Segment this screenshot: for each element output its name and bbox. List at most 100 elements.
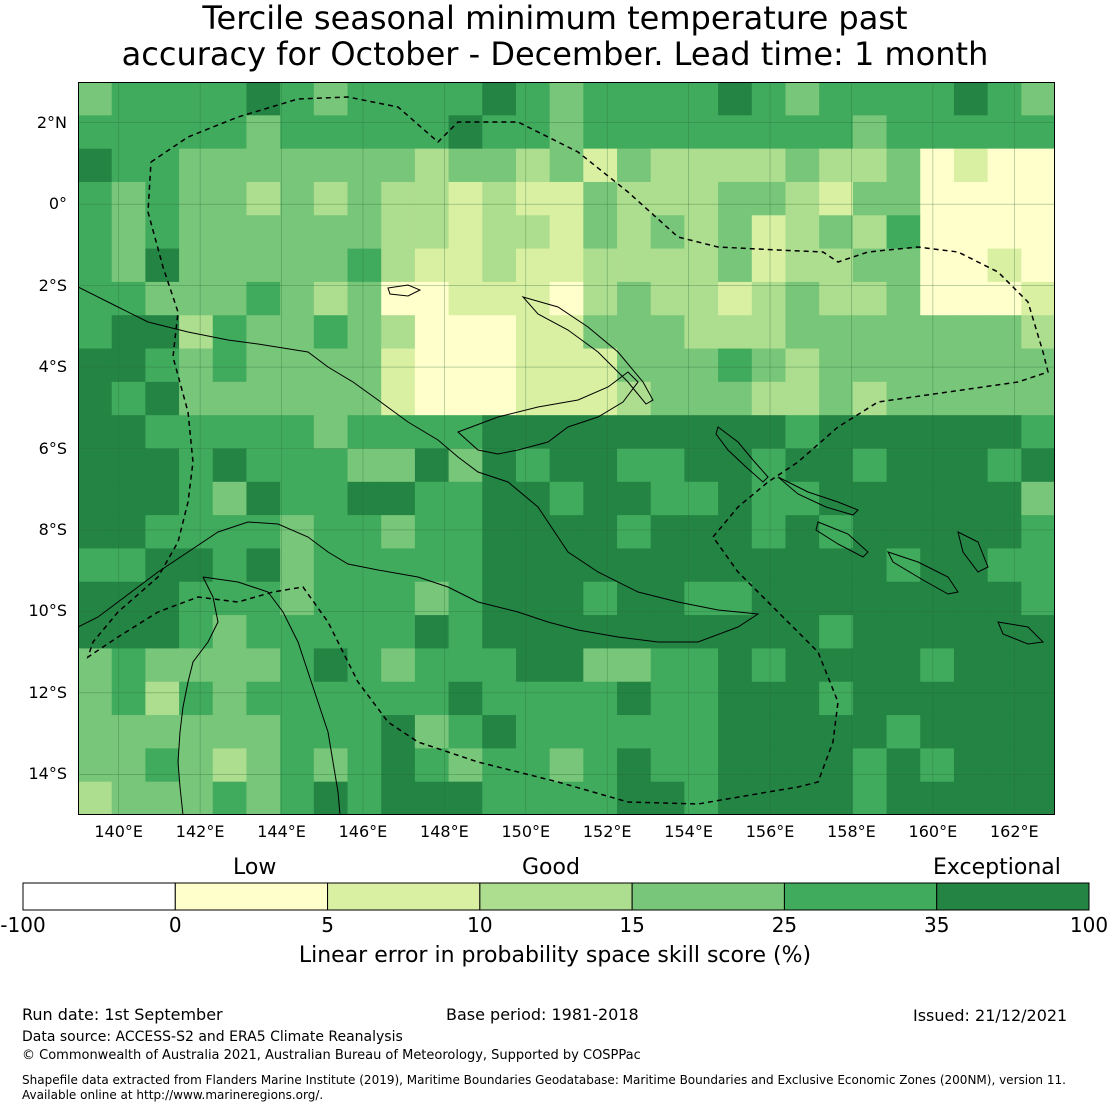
skill-cell <box>78 315 113 350</box>
skill-cell <box>381 248 416 283</box>
skill-cell <box>347 181 382 216</box>
skill-cell <box>751 248 787 283</box>
skill-cell <box>583 248 618 283</box>
skill-cell <box>246 281 281 316</box>
skill-cell <box>145 648 180 683</box>
skill-cell <box>111 781 146 815</box>
skill-cell <box>111 548 146 583</box>
skill-cell <box>920 715 955 749</box>
skill-cell <box>515 148 551 183</box>
skill-cell <box>212 581 248 616</box>
skill-cell <box>852 615 888 650</box>
skill-cell <box>886 615 921 650</box>
skill-cell <box>1021 115 1055 150</box>
skill-cell <box>751 481 787 516</box>
skill-cell <box>313 181 349 216</box>
skill-cell <box>583 648 618 683</box>
skill-cell <box>987 181 1022 216</box>
skill-cell <box>684 481 719 516</box>
skill-cell <box>549 448 584 483</box>
skill-cell <box>785 181 820 216</box>
skill-cell <box>785 381 820 416</box>
skill-cell <box>650 82 686 116</box>
skill-cell <box>684 615 719 650</box>
skill-cell <box>920 781 955 815</box>
skill-cell <box>78 415 113 450</box>
skill-cell <box>886 715 921 749</box>
skill-cell <box>1021 415 1055 450</box>
skill-cell <box>515 348 551 383</box>
skill-cell <box>819 381 854 416</box>
skill-cell <box>381 415 416 450</box>
skill-cell <box>347 315 382 350</box>
skill-cell <box>617 148 652 183</box>
skill-cell <box>718 581 753 616</box>
skill-cell <box>1021 481 1055 516</box>
skill-cell <box>482 215 517 250</box>
skill-cell <box>886 648 921 683</box>
colorbar-tick-label: 35 <box>923 913 950 937</box>
skill-cell <box>920 148 955 183</box>
skill-cell <box>347 148 382 183</box>
skill-cell <box>448 248 483 283</box>
skill-cell <box>650 681 686 716</box>
skill-cell <box>515 681 551 716</box>
skill-cell <box>650 215 686 250</box>
skill-cell <box>280 348 315 383</box>
skill-cell <box>684 515 719 550</box>
skill-cell <box>920 82 955 116</box>
skill-cell <box>414 548 450 583</box>
skill-cell <box>785 581 820 616</box>
skill-cell <box>212 148 248 183</box>
longitude-label: 150°E <box>501 822 551 841</box>
skill-cell <box>482 281 517 316</box>
skill-cell <box>448 215 483 250</box>
skill-cell <box>111 115 146 150</box>
skill-cell <box>1021 348 1055 383</box>
skill-cell <box>751 348 787 383</box>
skill-cell <box>78 715 113 749</box>
skill-cell <box>482 648 517 683</box>
skill-cell <box>549 748 584 783</box>
colorbar-tick-label: -100 <box>0 913 46 937</box>
skill-cell <box>280 215 315 250</box>
skill-cell <box>111 715 146 749</box>
skill-cell <box>617 781 652 815</box>
skill-cell <box>347 115 382 150</box>
skill-cell <box>111 181 146 216</box>
skill-cell <box>785 148 820 183</box>
skill-cell <box>381 82 416 116</box>
skill-cell <box>718 415 753 450</box>
skill-cell <box>953 648 989 683</box>
skill-cell <box>718 181 753 216</box>
skill-cell <box>886 148 921 183</box>
skill-cell <box>987 148 1022 183</box>
longitude-label: 158°E <box>827 822 876 841</box>
copyright: © Commonwealth of Australia 2021, Austra… <box>22 1048 641 1063</box>
skill-cell <box>347 348 382 383</box>
skill-cell <box>246 82 281 116</box>
skill-cell <box>684 281 719 316</box>
skill-cell <box>583 82 618 116</box>
skill-cell <box>785 115 820 150</box>
skill-cell <box>785 648 820 683</box>
skill-cell <box>482 515 517 550</box>
skill-cell <box>313 215 349 250</box>
skill-cell <box>280 115 315 150</box>
skill-cell <box>347 715 382 749</box>
skill-cell <box>650 581 686 616</box>
chart-title: Tercile seasonal minimum temperature pas… <box>0 0 1110 72</box>
skill-cell <box>313 681 349 716</box>
skill-cell <box>246 248 281 283</box>
skill-cell <box>448 548 483 583</box>
skill-cell <box>448 515 483 550</box>
skill-cell <box>987 281 1022 316</box>
skill-cell <box>482 315 517 350</box>
skill-cell <box>313 148 349 183</box>
skill-cell <box>886 281 921 316</box>
skill-cell <box>347 481 382 516</box>
skill-cell <box>987 581 1022 616</box>
skill-cell <box>448 348 483 383</box>
skill-cell <box>751 82 787 116</box>
skill-cell <box>751 548 787 583</box>
